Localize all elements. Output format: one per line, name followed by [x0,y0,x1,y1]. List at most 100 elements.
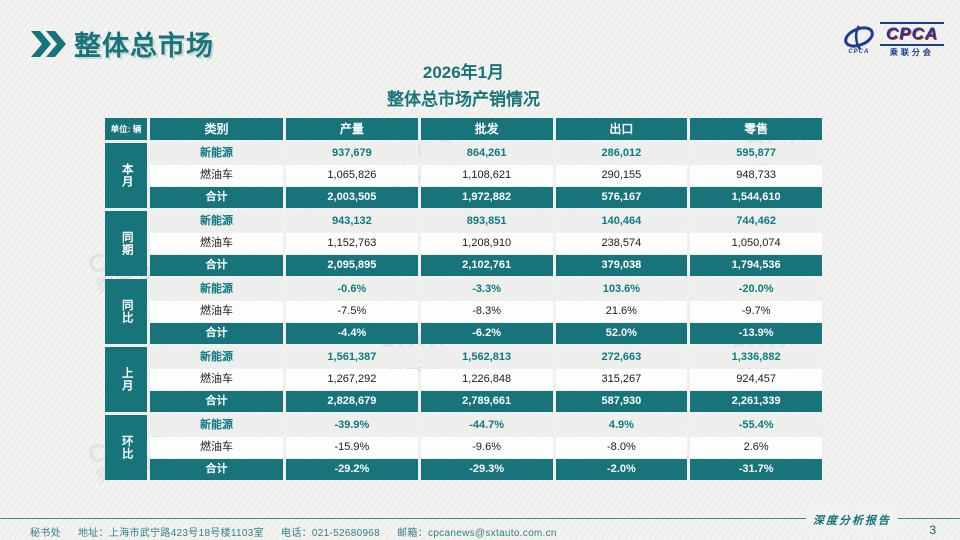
category-cell: 新能源 [150,211,283,232]
table-group: 同期 新能源 943,132 893,851 140,464 744,462 燃油车 1,15… [105,211,822,276]
value-cell: 272,663 [555,347,688,368]
value-cell: 1,065,826 [286,165,418,186]
category-cell: 燃油车 [150,369,283,390]
category-cell: 合计 [150,323,283,344]
value-cell: 1,336,882 [690,347,822,368]
page-number: 3 [929,523,936,537]
category-cell: 燃油车 [150,437,283,458]
value-cell: 1,267,292 [286,369,418,390]
section-header: 整体总市场 [30,24,214,63]
cpca-wordmark: CPCA 乘联分会 [879,22,944,58]
market-table-groups: 本月 新能源 937,679 864,261 286,012 595,877 燃油车 1,06… [105,143,822,480]
value-cell: 1,972,882 [420,187,553,208]
market-table-header: 单位: 辆 类别 产量 批发 出口 零售 [105,118,822,140]
value-cell: -6.2% [420,323,553,344]
table-group: 上月 新能源 1,561,387 1,562,813 272,663 1,336,882 燃… [105,347,822,412]
group-label: 同期 [105,211,147,276]
value-cell: 1,152,763 [286,233,418,254]
value-cell: 2,102,761 [420,255,553,276]
value-cell: 744,462 [690,211,822,232]
value-cell: -31.7% [690,459,822,480]
value-cell: 893,851 [420,211,553,232]
value-cell: -3.3% [420,279,553,300]
group-label: 同比 [105,279,147,344]
value-cell: -55.4% [690,415,822,436]
category-cell: 燃油车 [150,233,283,254]
value-cell: -44.7% [420,415,553,436]
value-cell: 103.6% [555,279,688,300]
cpca-emblem-icon: CPCA [842,24,876,55]
value-cell: 290,155 [555,165,688,186]
value-cell: 943,132 [286,211,418,232]
value-cell: 587,930 [555,391,688,412]
column-header-production: 产量 [286,118,418,140]
value-cell: 924,457 [690,369,822,390]
category-cell: 合计 [150,255,283,276]
value-cell: -7.5% [286,301,418,322]
column-header-wholesale: 批发 [420,118,553,140]
column-header-category: 类别 [150,118,283,140]
value-cell: 576,167 [555,187,688,208]
value-cell: 864,261 [420,143,553,164]
value-cell: 1,561,387 [286,347,418,368]
value-cell: 1,562,813 [420,347,553,368]
value-cell: -2.0% [555,459,688,480]
value-cell: 315,267 [555,369,688,390]
value-cell: -4.4% [286,323,418,344]
emblem-caption: CPCA [848,49,870,56]
table-group: 本月 新能源 937,679 864,261 286,012 595,877 燃油车 1,06… [105,143,822,208]
category-cell: 燃油车 [150,301,283,322]
value-cell: 238,574 [555,233,688,254]
category-cell: 燃油车 [150,165,283,186]
column-header-export: 出口 [555,118,688,140]
footer-contact: 秘书处 地址：上海市武宁路423号18号楼1103室 电话：021-526809… [30,524,571,539]
value-cell: 937,679 [286,143,418,164]
category-cell: 合计 [150,459,283,480]
value-cell: -9.7% [690,301,822,322]
value-cell: -29.3% [420,459,553,480]
group-label: 本月 [105,143,147,208]
value-cell: 286,012 [555,143,688,164]
value-cell: -29.2% [286,459,418,480]
value-cell: 2,261,339 [690,391,822,412]
value-cell: -0.6% [286,279,418,300]
category-cell: 合计 [150,187,283,208]
unit-label: 单位: 辆 [105,118,147,140]
title-period: 2026年1月 [422,63,505,82]
category-cell: 新能源 [150,143,283,164]
cpca-subtitle: 乘联分会 [889,47,934,57]
value-cell: 1,544,610 [690,187,822,208]
footer-phone: 电话：021-52680968 [281,528,381,539]
value-cell: 379,038 [555,255,688,276]
value-cell: -13.9% [690,323,822,344]
main-title: 2026年1月 整体总市场产销情况 [105,58,822,110]
category-cell: 新能源 [150,347,283,368]
footer-address: 地址：上海市武宁路423号18号楼1103室 [78,528,264,539]
category-cell: 新能源 [150,415,283,436]
value-cell: 1,226,848 [420,369,553,390]
value-cell: 4.9% [555,415,688,436]
report-type-label: 深度分析报告 [806,510,898,530]
section-title: 整体总市场 [74,31,214,61]
value-cell: 2,003,505 [286,187,418,208]
value-cell: 1,794,536 [690,255,822,276]
value-cell: 140,464 [555,211,688,232]
title-subject: 整体总市场产销情况 [387,90,540,109]
cpca-logo: CPCA CPCA 乘联分会 [842,22,944,58]
category-cell: 新能源 [150,279,283,300]
value-cell: -9.6% [420,437,553,458]
value-cell: -15.9% [286,437,418,458]
market-table: 单位: 辆 类别 产量 批发 出口 零售 本月 新能源 937,679 864,261… [105,118,822,480]
cpca-text: CPCA [879,22,944,46]
value-cell: 52.0% [555,323,688,344]
footer-secretariat: 秘书处 [30,528,61,539]
category-cell: 合计 [150,391,283,412]
value-cell: 2,828,679 [286,391,418,412]
column-header-retail: 零售 [690,118,822,140]
group-label: 环比 [105,415,147,480]
value-cell: 2.6% [690,437,822,458]
value-cell: -8.3% [420,301,553,322]
value-cell: 1,208,910 [420,233,553,254]
value-cell: 1,050,074 [690,233,822,254]
group-label: 上月 [105,347,147,412]
